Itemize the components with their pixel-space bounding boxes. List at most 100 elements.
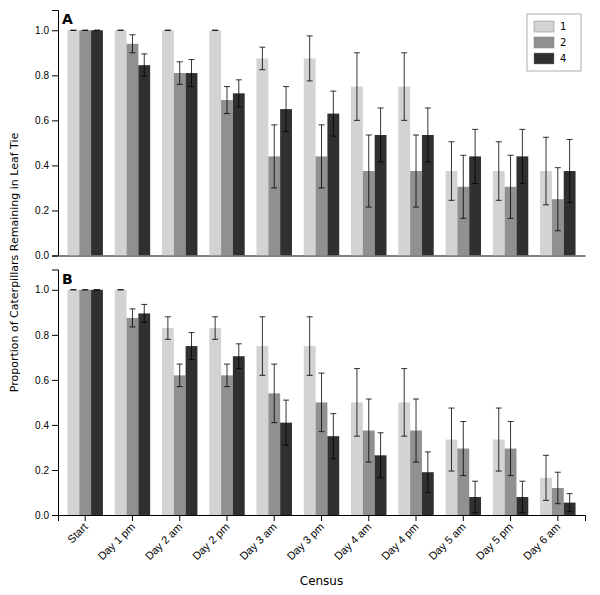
error-bar-cap bbox=[401, 52, 407, 53]
bar bbox=[221, 100, 233, 255]
error-bar-cap bbox=[82, 30, 88, 31]
error-bar-cap bbox=[141, 322, 147, 323]
bar bbox=[67, 30, 79, 255]
error-bar bbox=[189, 333, 195, 360]
x-tick-label: Day 5 pm bbox=[473, 521, 515, 563]
error-bar-cap bbox=[496, 200, 502, 201]
error-bar bbox=[165, 30, 171, 31]
error-bar-cap bbox=[496, 408, 502, 409]
x-axis-title: Census bbox=[300, 574, 343, 588]
error-bar-stem bbox=[416, 399, 417, 462]
error-bar bbox=[543, 137, 549, 205]
x-tick-label: Day 6 am bbox=[521, 521, 563, 563]
error-bar-cap bbox=[401, 436, 407, 437]
error-bar-stem bbox=[274, 125, 275, 188]
legend-label: 4 bbox=[560, 53, 566, 64]
error-bar-stem bbox=[191, 60, 192, 87]
bar bbox=[233, 356, 245, 515]
error-bar bbox=[448, 142, 454, 201]
error-bar-cap bbox=[118, 30, 124, 31]
error-bar-cap bbox=[496, 141, 502, 142]
x-tick: Day 4 am bbox=[332, 515, 374, 562]
error-bar-cap bbox=[460, 155, 466, 156]
error-bar bbox=[307, 36, 313, 81]
error-bar bbox=[82, 30, 88, 31]
error-bar-cap bbox=[94, 289, 100, 290]
error-bar-cap bbox=[567, 139, 573, 140]
error-bar bbox=[354, 369, 360, 437]
error-bars bbox=[82, 290, 561, 504]
error-bar-cap bbox=[460, 218, 466, 219]
bar-series bbox=[91, 30, 575, 255]
y-tick: 0.0 bbox=[35, 510, 58, 521]
error-bar-cap bbox=[555, 472, 561, 473]
y-tick-label: 0.0 bbox=[35, 250, 49, 261]
y-tick-mark bbox=[52, 470, 58, 471]
error-bar-cap bbox=[413, 399, 419, 400]
error-bar-cap bbox=[212, 30, 218, 31]
bar bbox=[186, 73, 198, 255]
legend: 124 bbox=[527, 14, 581, 71]
legend-swatch bbox=[534, 37, 554, 48]
error-bar bbox=[283, 87, 289, 132]
y-tick: 1.0 bbox=[35, 25, 58, 36]
error-bar-cap bbox=[448, 141, 454, 142]
legend-item: 4 bbox=[534, 53, 566, 64]
x-axis-line bbox=[59, 256, 586, 257]
error-bar bbox=[236, 344, 242, 369]
error-bar-stem bbox=[321, 125, 322, 188]
error-bar-cap bbox=[319, 431, 325, 432]
error-bar-stem bbox=[238, 344, 239, 369]
y-tick-mark bbox=[52, 425, 58, 426]
error-bar-cap bbox=[70, 30, 76, 31]
bar bbox=[186, 346, 198, 515]
x-tick-mark bbox=[132, 515, 133, 521]
error-bar bbox=[378, 433, 384, 478]
error-bar-stem bbox=[191, 333, 192, 360]
error-bar bbox=[413, 135, 419, 207]
error-bar bbox=[271, 125, 277, 188]
error-bar-cap bbox=[129, 52, 135, 53]
y-tick-label: 0.2 bbox=[35, 465, 49, 476]
error-bar-cap bbox=[236, 343, 242, 344]
y-tick: 0.6 bbox=[35, 375, 58, 386]
error-bar-cap bbox=[508, 475, 514, 476]
error-bar-cap bbox=[519, 129, 525, 130]
error-bar-stem bbox=[510, 155, 511, 218]
error-bar bbox=[567, 494, 573, 512]
error-bar-cap bbox=[224, 113, 230, 114]
error-bar-cap bbox=[82, 289, 88, 290]
y-axis-line bbox=[52, 11, 59, 257]
error-bar-cap bbox=[177, 386, 183, 387]
error-bar bbox=[555, 472, 561, 504]
error-bar-cap bbox=[271, 187, 277, 188]
error-bar-stem bbox=[451, 142, 452, 201]
error-bar-stem bbox=[321, 373, 322, 432]
error-bar-cap bbox=[165, 339, 171, 340]
error-bar bbox=[82, 289, 88, 290]
error-bars bbox=[70, 290, 549, 501]
error-bar-cap bbox=[70, 289, 76, 290]
error-bar-cap bbox=[354, 368, 360, 369]
error-bar bbox=[259, 47, 265, 70]
error-bar-stem bbox=[262, 317, 263, 376]
x-tick-mark bbox=[179, 515, 180, 521]
y-tick-label: 0.8 bbox=[35, 330, 49, 341]
error-bar-cap bbox=[519, 512, 525, 513]
error-bar-cap bbox=[354, 52, 360, 53]
y-tick: 0.6 bbox=[35, 115, 58, 126]
x-tick-label: Day 5 am bbox=[426, 521, 468, 563]
error-bar-cap bbox=[519, 481, 525, 482]
error-bar-stem bbox=[356, 53, 357, 121]
y-tick-mark bbox=[52, 165, 58, 166]
x-tick: Day 1 pm bbox=[95, 515, 137, 562]
x-tick-mark bbox=[416, 515, 417, 521]
error-bar-cap bbox=[259, 47, 265, 48]
error-bar bbox=[118, 30, 124, 31]
x-tick-mark bbox=[274, 515, 275, 521]
bar bbox=[162, 30, 174, 255]
error-bar bbox=[70, 30, 76, 31]
error-bar bbox=[177, 62, 183, 85]
y-tick: 0.4 bbox=[35, 420, 58, 431]
error-bar-stem bbox=[144, 304, 145, 322]
